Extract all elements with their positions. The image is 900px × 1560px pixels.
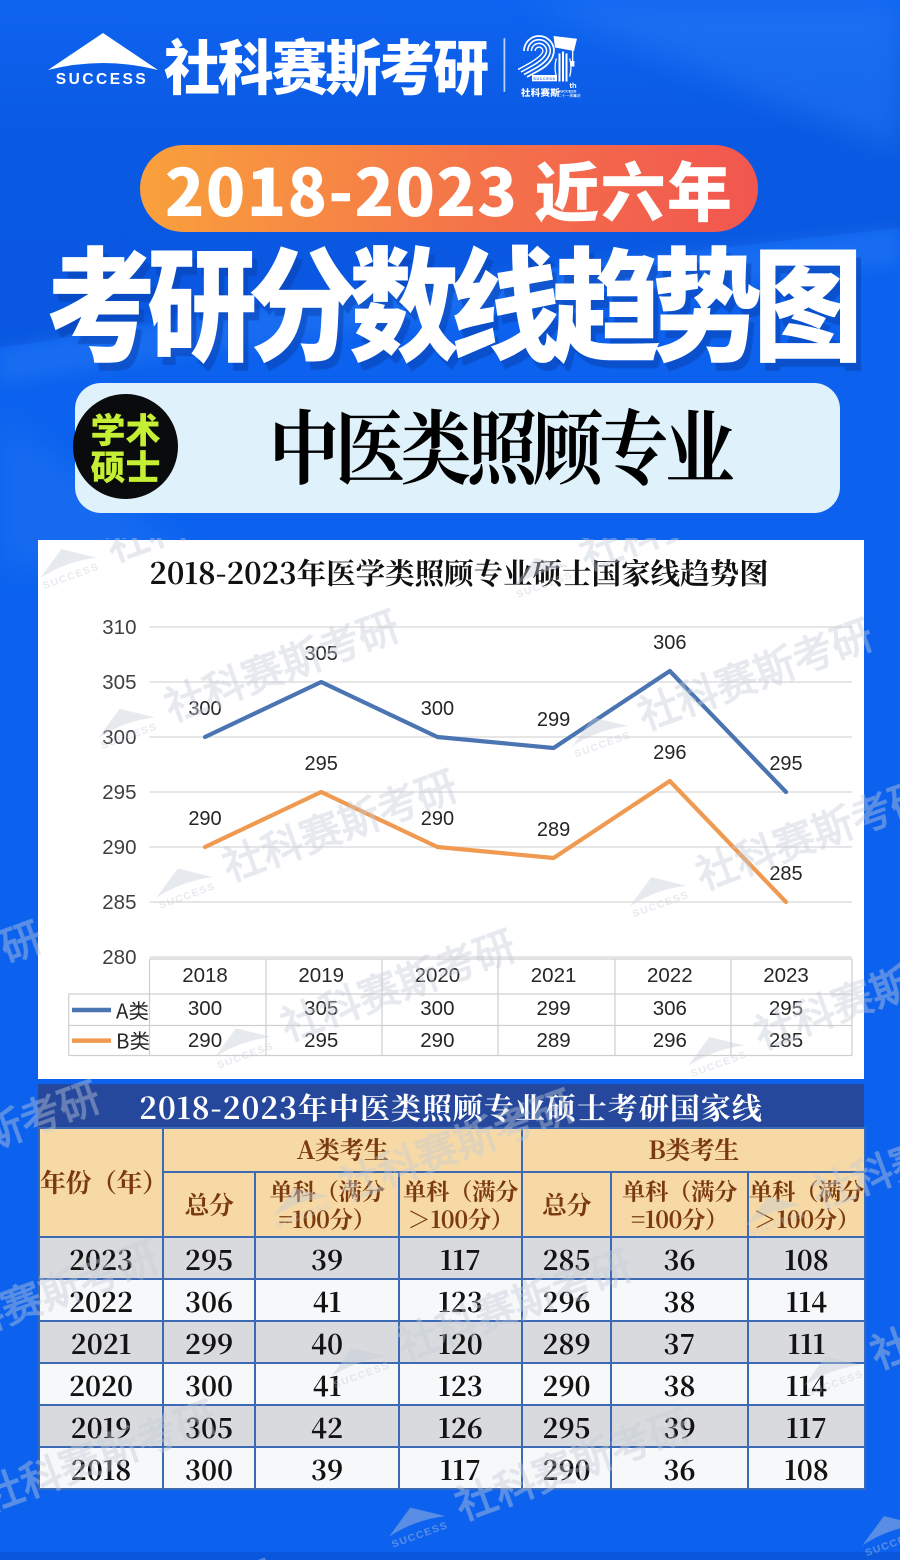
svg-text:306: 306 (653, 997, 687, 1020)
svg-text:295: 295 (304, 1029, 338, 1052)
svg-text:295: 295 (769, 753, 802, 775)
svg-text:2022: 2022 (647, 964, 693, 987)
svg-text:299: 299 (536, 997, 570, 1020)
svg-text:2021: 2021 (531, 964, 577, 987)
svg-text:285: 285 (102, 891, 136, 914)
svg-text:300: 300 (420, 997, 454, 1020)
svg-text:285: 285 (769, 1029, 803, 1052)
svg-text:2018: 2018 (182, 964, 228, 987)
svg-text:296: 296 (653, 742, 686, 764)
svg-text:306: 306 (653, 632, 686, 654)
svg-text:300: 300 (188, 698, 221, 720)
svg-text:300: 300 (102, 726, 136, 749)
svg-text:280: 280 (102, 946, 136, 969)
svg-text:290: 290 (102, 836, 136, 859)
svg-text:社科赛斯: 社科赛斯 (521, 85, 560, 99)
svg-text:289: 289 (536, 1029, 570, 1052)
svg-text:B类: B类 (116, 1024, 150, 1054)
svg-text:296: 296 (653, 1029, 687, 1052)
svg-text:305: 305 (102, 671, 136, 694)
svg-text:299: 299 (537, 709, 570, 731)
svg-text:295: 295 (102, 781, 136, 804)
svg-text:SUCCESS: SUCCESS (558, 90, 577, 94)
svg-text:二十一周年庆: 二十一周年庆 (558, 93, 581, 99)
svg-text:295: 295 (305, 753, 338, 775)
svg-text:290: 290 (421, 808, 454, 830)
svg-text:290: 290 (188, 808, 221, 830)
svg-text:A类: A类 (116, 994, 149, 1024)
svg-text:290: 290 (188, 1029, 222, 1052)
svg-text:2018-2023年医学类照顾专业硕士国家线趋势图: 2018-2023年医学类照顾专业硕士国家线趋势图 (149, 551, 768, 593)
svg-text:295: 295 (769, 997, 803, 1020)
svg-text:2020: 2020 (415, 964, 461, 987)
svg-text:SUCCESS: SUCCESS (533, 77, 555, 81)
svg-text:305: 305 (304, 997, 338, 1020)
svg-text:290: 290 (420, 1029, 454, 1052)
svg-text:2019: 2019 (298, 964, 344, 987)
svg-text:300: 300 (421, 698, 454, 720)
svg-text:289: 289 (537, 819, 570, 841)
svg-text:285: 285 (769, 863, 802, 885)
svg-text:2023: 2023 (763, 964, 809, 987)
svg-text:300: 300 (188, 997, 222, 1020)
svg-text:305: 305 (305, 643, 338, 665)
svg-text:th: th (570, 81, 577, 90)
svg-text:310: 310 (102, 616, 136, 639)
